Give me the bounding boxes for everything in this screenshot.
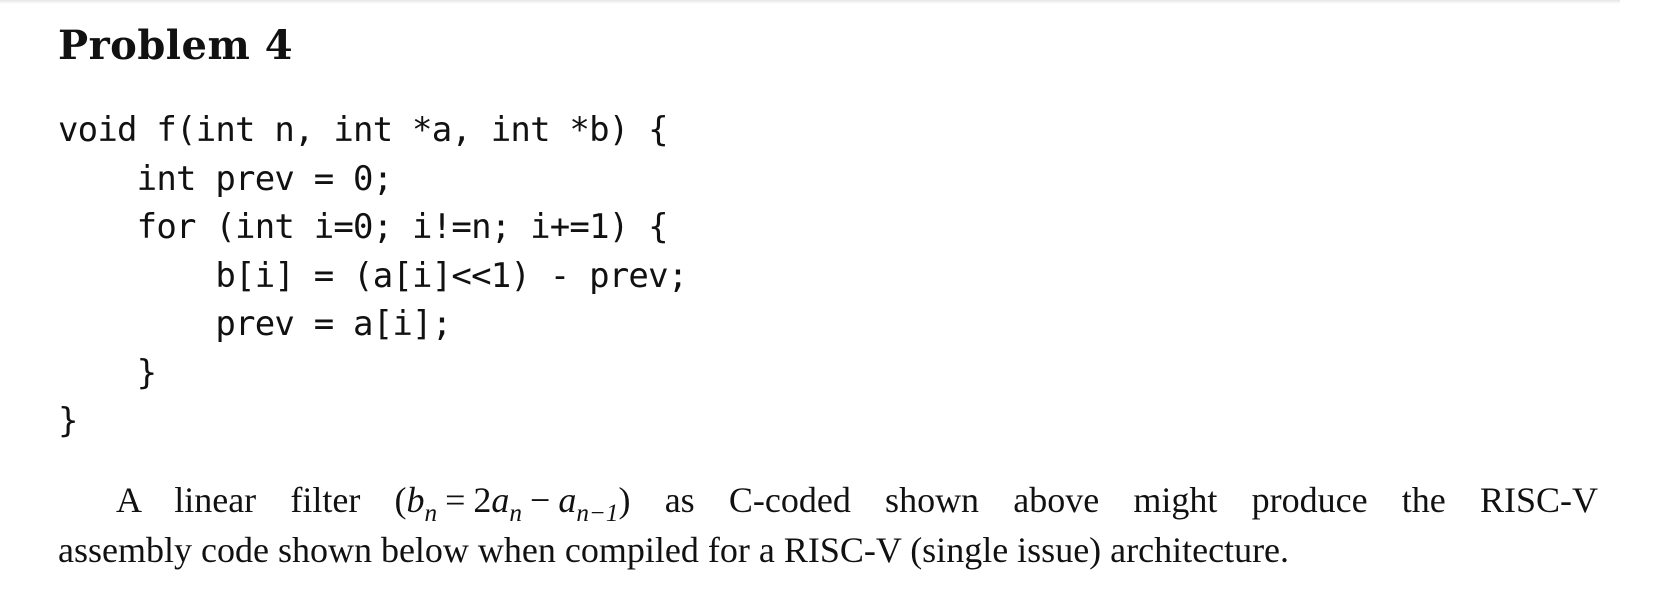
filter-formula: bn = 2an − an−1 — [406, 480, 619, 526]
code-line: for (int i=0; i!=n; i+=1) { — [58, 207, 669, 247]
formula-subscript: n — [424, 499, 438, 527]
description-text-after-formula: ) as C-coded shown above might produce t… — [618, 480, 1598, 520]
code-line: } — [58, 401, 78, 441]
formula-var-a: a — [491, 480, 510, 520]
formula-var-a-prev: a — [558, 480, 577, 520]
formula-subscript: n — [509, 499, 523, 527]
code-line: int prev = 0; — [58, 158, 394, 199]
formula-equals: = — [445, 480, 466, 520]
formula-var-b: b — [406, 480, 425, 520]
code-line: } — [58, 352, 157, 393]
description-text-before-formula: A linear filter ( — [116, 480, 407, 520]
code-listing: void f(int n, int *a, int *b) { int prev… — [58, 106, 688, 446]
formula-subscript: n−1 — [576, 499, 619, 527]
description-line-1: A linear filter (bn = 2an − an−1) as C-coded… — [58, 475, 1598, 526]
description-line-2: assembly code shown below when compiled … — [58, 530, 1290, 570]
formula-minus: − — [530, 480, 551, 520]
code-line: void f(int n, int *a, int *b) { — [58, 110, 669, 150]
page-top-edge — [0, 0, 1620, 4]
code-line: b[i] = (a[i]<<1) - prev; — [58, 255, 688, 296]
formula-coefficient: 2 — [473, 480, 492, 520]
code-line: prev = a[i]; — [58, 304, 452, 344]
description-paragraph: A linear filter (bn = 2an − an−1) as C-coded… — [58, 475, 1598, 575]
problem-heading: Problem 4 — [58, 22, 294, 69]
